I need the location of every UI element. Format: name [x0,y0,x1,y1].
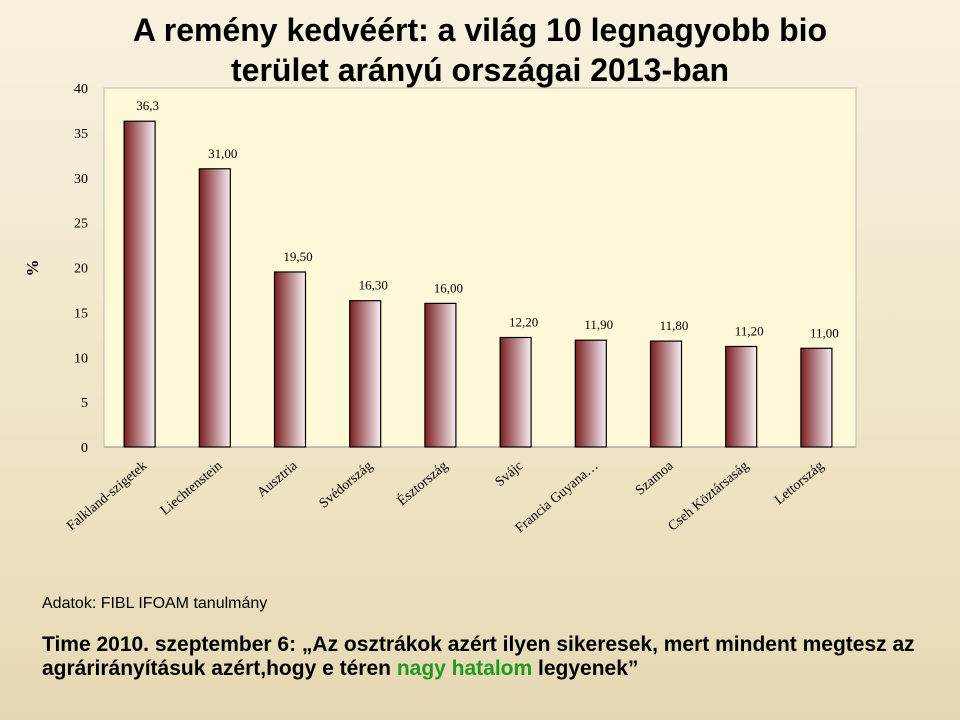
bar-value-label: 11,90 [584,317,613,332]
quote-highlight: nagy hatalom [396,657,533,680]
chart-title-line-2: terület arányú országai 2013-ban [231,52,729,88]
category-label: Svédország [317,459,376,512]
bar-value-label: 11,20 [735,323,764,338]
y-tick-label: 15 [74,306,88,321]
bar-value-label: 19,50 [283,249,312,264]
y-tick-label: 35 [74,127,88,142]
bar-value-label: 12,20 [509,315,538,330]
bar [649,340,683,448]
bar [123,120,156,448]
category-label: Falkland-szigetek [64,459,150,534]
bar-value-label: 11,00 [810,325,839,340]
bar-chart: 0 5 10 15 20 25 30 35 40% 36,3 Falkland-szigetek 31… [23,82,857,537]
category-label: Lettország [772,459,827,508]
bar-value-label: 36,3 [136,98,159,113]
bar [800,347,833,448]
category-label: Ausztria [255,458,302,500]
y-tick-label: 0 [81,441,88,456]
bar [499,336,532,448]
quote-note: Time 2010. szeptember 6: „Az osztrákok a… [42,633,942,681]
category-label: Svájc [493,459,526,490]
category-label: Francia Guyana… [513,459,602,537]
bar [349,300,382,448]
category-label: Észtország [394,457,451,509]
y-tick-label: 10 [74,351,88,366]
bar [424,302,457,448]
chart-title: A remény kedvéért: a világ 10 legnagyobb… [0,10,960,90]
quote-text-1: Time 2010. szeptember 6: „Az osztrákok a… [42,633,915,680]
bar-value-label: 16,00 [434,280,463,295]
category-label: Cseh Köztársaság [666,459,752,535]
y-tick-label: 5 [81,396,88,411]
data-source: Adatok: FIBL IFOAM tanulmány [42,595,268,612]
bar-value-label: 31,00 [208,146,237,161]
bar [725,345,758,448]
bar-value-label: 16,30 [359,278,388,293]
category-label: Szamoa [633,458,677,498]
category-label: Liechtenstein [158,459,225,519]
y-tick-label: 25 [74,217,88,232]
y-tick-label: 20 [74,262,88,277]
bar-value-label: 11,80 [660,318,689,333]
bar [198,168,231,448]
y-tick-label: 40 [74,82,88,97]
y-axis-label: % [23,260,42,277]
y-tick-label: 30 [74,172,88,187]
quote-text-2: legyenek” [532,657,639,680]
chart-title-line-1: A remény kedvéért: a világ 10 legnagyobb… [132,12,828,48]
bar [574,339,607,448]
bar [273,271,307,448]
